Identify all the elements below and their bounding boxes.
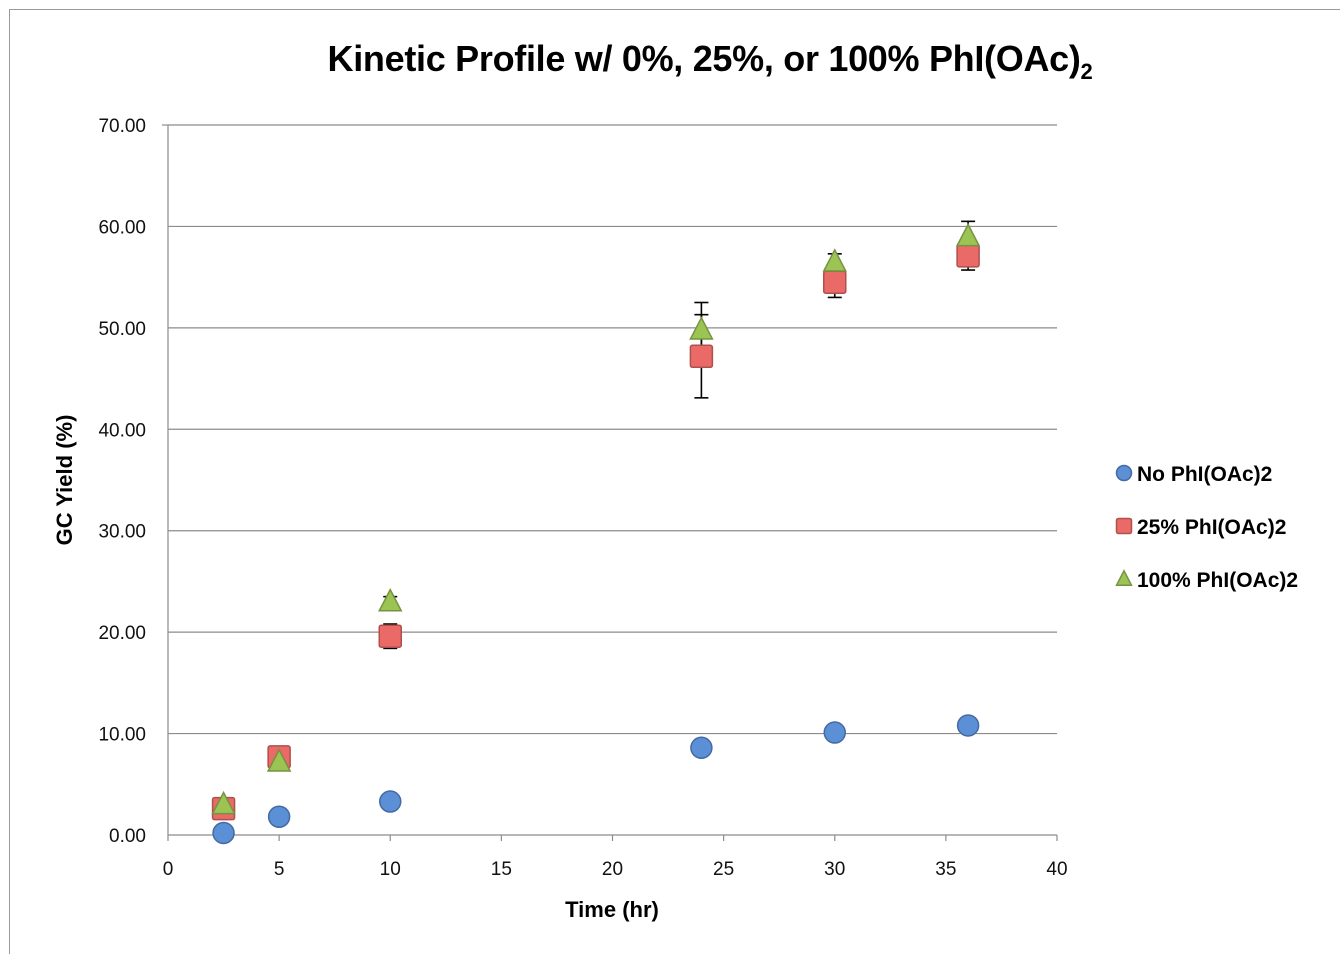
x-tick-label: 35 <box>935 859 956 880</box>
legend: No PhI(OAc)2 25% PhI(OAc)2 100% PhI(OAc)2 <box>1115 463 1298 592</box>
data-point-square <box>956 244 980 268</box>
data-point-circle <box>690 736 713 760</box>
x-tick-label: 10 <box>380 859 401 880</box>
chart-frame <box>9 9 1340 954</box>
data-point-triangle <box>211 790 236 815</box>
y-tick-label: 30.00 <box>98 522 146 543</box>
legend-label: No PhI(OAc)2 <box>1137 463 1272 486</box>
y-tick-label: 0.00 <box>109 826 146 847</box>
data-point-triangle <box>689 316 714 340</box>
legend-marker-triangle <box>1115 569 1133 586</box>
data-point-triangle <box>378 587 403 612</box>
y-axis-title: GC Yield (%) <box>52 415 77 546</box>
x-tick-label: 5 <box>274 859 285 880</box>
legend-marker-square <box>1115 517 1133 535</box>
data-point-circle <box>212 821 235 845</box>
data-point-triangle <box>955 222 981 247</box>
data-point-circle <box>379 790 402 813</box>
y-tick-label: 40.00 <box>98 420 146 441</box>
error-bars <box>383 220 976 650</box>
axes <box>162 124 1058 841</box>
x-tick-label: 15 <box>491 859 512 880</box>
y-tick-label: 70.00 <box>98 116 146 137</box>
y-tick-label: 60.00 <box>98 217 146 238</box>
x-tick-label: 30 <box>824 859 845 880</box>
data-point-triangle <box>266 748 292 772</box>
x-tick-labels: 0 5 10 15 20 25 30 35 40 <box>163 859 1068 880</box>
y-tick-labels: 0.00 10.00 20.00 30.00 40.00 50.00 60.00 70.00 <box>98 116 146 847</box>
data-point-triangle <box>822 248 847 272</box>
x-tick-label: 0 <box>163 859 174 880</box>
data-point-circle <box>956 714 980 737</box>
data-point-square <box>823 270 847 294</box>
data-points <box>211 222 981 845</box>
legend-label: 100% PhI(OAc)2 <box>1137 569 1298 592</box>
y-tick-label: 20.00 <box>98 623 146 644</box>
data-point-square <box>689 344 714 369</box>
legend-label: 25% PhI(OAc)2 <box>1137 516 1286 539</box>
data-point-circle <box>823 721 846 744</box>
x-tick-label: 20 <box>602 859 623 880</box>
y-tick-label: 10.00 <box>98 725 146 746</box>
y-tick-label: 50.00 <box>98 319 146 340</box>
data-point-square <box>378 624 402 648</box>
chart-title: Kinetic Profile w/ 0%, 25%, or 100% PhI(… <box>327 38 1093 84</box>
x-tick-label: 40 <box>1046 859 1067 880</box>
data-point-circle <box>267 805 291 828</box>
x-axis-title: Time (hr) <box>565 897 659 922</box>
gridlines <box>168 124 1057 735</box>
legend-marker-circle <box>1115 464 1133 482</box>
x-tick-label: 25 <box>713 859 734 880</box>
